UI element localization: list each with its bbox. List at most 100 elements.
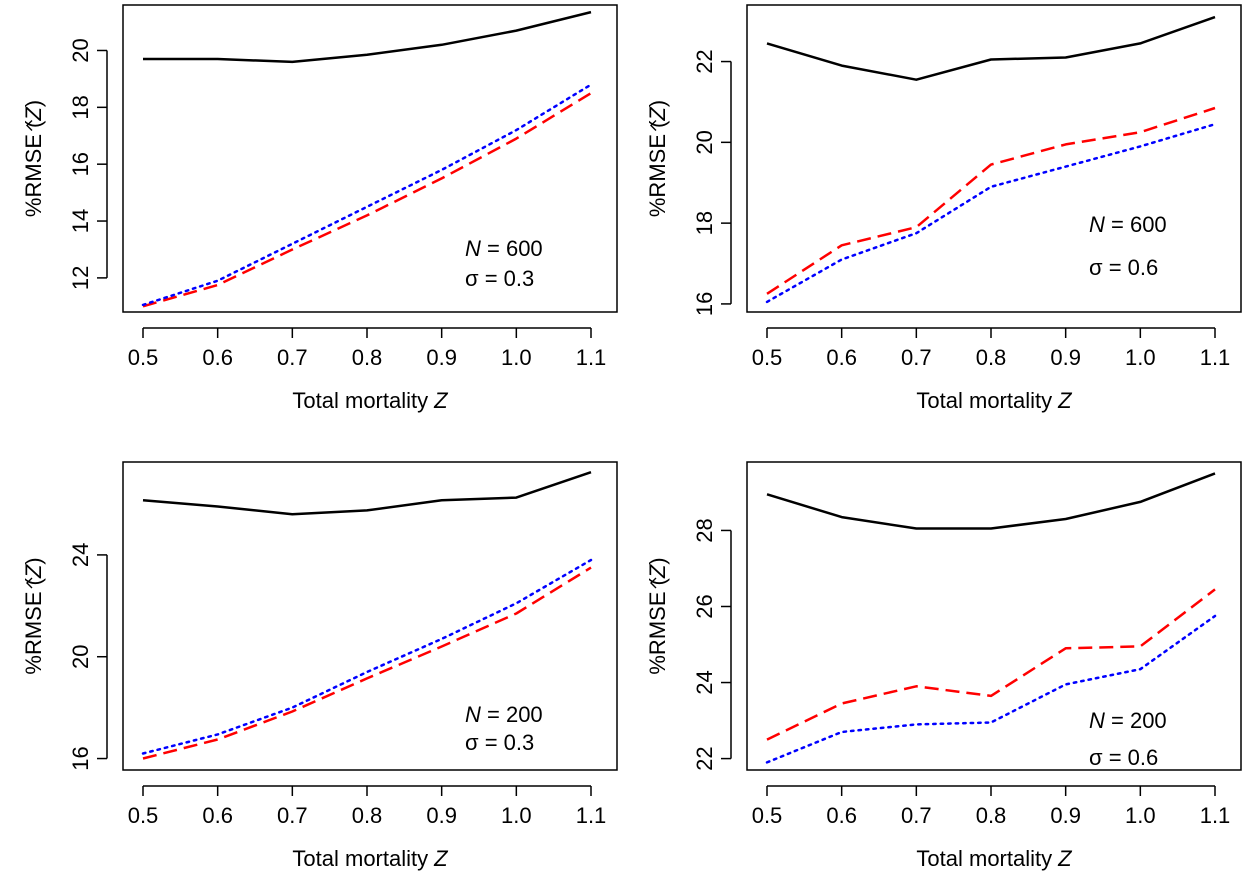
- x-tick-label: 0.6: [826, 345, 857, 370]
- y-axis-title: %RMSE (Z): [645, 100, 670, 217]
- y-tick-label: 18: [692, 211, 717, 235]
- y-axis-title-variable: Z: [645, 563, 670, 579]
- x-tick-label: 1.0: [501, 345, 532, 370]
- x-tick-label: 0.5: [128, 345, 159, 370]
- x-axis-title-text: Total mortality: [292, 846, 428, 871]
- y-tick-label: 20: [68, 644, 93, 668]
- y-axis-title-paren-open: (: [645, 577, 670, 585]
- x-tick-label: 0.7: [901, 803, 932, 828]
- x-tick-label: 1.0: [1125, 803, 1156, 828]
- annotation-n-variable: N: [1089, 708, 1105, 733]
- y-tick-label: 12: [68, 266, 93, 290]
- x-axis-title-text: Total mortality: [292, 388, 428, 413]
- y-tick-label: 14: [68, 209, 93, 233]
- x-tick-label: 1.1: [1200, 345, 1231, 370]
- x-tick-label: 0.9: [426, 345, 457, 370]
- x-tick-label: 0.5: [752, 803, 783, 828]
- y-axis-title-text: %RMSE: [21, 134, 46, 217]
- annotation-sigma: σ = 0.3: [465, 730, 534, 755]
- y-axis-title-paren-open: (: [645, 120, 670, 128]
- x-axis-title-variable: Z: [1057, 846, 1073, 871]
- series-line-solid: [143, 10, 592, 64]
- y-axis-title-variable: Z: [645, 106, 670, 122]
- annotation-n-text: = 600: [481, 236, 543, 261]
- x-tick-label: 0.8: [352, 803, 383, 828]
- series-line-dotted: [765, 122, 1217, 304]
- x-axis-title: Total mortality Z: [916, 388, 1073, 413]
- x-tick-label: 0.6: [826, 803, 857, 828]
- series-line-dashed: [142, 566, 592, 760]
- hat-accent: [650, 120, 657, 131]
- annotation-sigma: σ = 0.6: [1089, 745, 1158, 770]
- y-tick-label: 16: [692, 292, 717, 316]
- y-axis-title-paren-open: (: [21, 120, 46, 128]
- plot-frame: [746, 461, 1242, 771]
- y-axis-title-paren-close: ): [645, 557, 670, 564]
- y-tick-label: 20: [68, 38, 93, 62]
- y-tick-label: 20: [692, 130, 717, 154]
- x-tick-label: 1.1: [1200, 803, 1231, 828]
- series-line-solid: [142, 471, 592, 516]
- annotation-n-text: = 600: [1105, 212, 1167, 237]
- x-axis-title-variable: Z: [433, 846, 449, 871]
- annotation-n-text: = 200: [481, 702, 543, 727]
- x-tick-label: 0.7: [277, 345, 308, 370]
- chart-panel-2: 0.5 0.6 0.7 0.8 0.9 1.0 1.1 16 18 20 22 Total morta…: [645, 4, 1242, 413]
- y-tick-label: 16: [68, 746, 93, 770]
- annotation-sigma: σ = 0.3: [465, 266, 534, 291]
- x-tick-label: 0.5: [128, 803, 159, 828]
- y-tick-label: 28: [692, 518, 717, 542]
- plot-frame: [122, 461, 618, 771]
- chart-panel-3: 0.5 0.6 0.7 0.8 0.9 1.0 1.1 16 20 24 Total mortali…: [21, 461, 618, 871]
- y-axis-title-paren-close: ): [21, 557, 46, 564]
- series-line-dashed: [142, 92, 592, 308]
- y-axis-title-text: %RMSE: [645, 591, 670, 674]
- annotation-n-variable: N: [1089, 212, 1105, 237]
- annotation-n: N = 600: [1089, 212, 1167, 237]
- x-tick-label: 0.6: [202, 803, 233, 828]
- y-tick-label: 26: [692, 594, 717, 618]
- annotation-n-variable: N: [465, 702, 481, 727]
- chart-panel-1: 0.5 0.6 0.7 0.8 0.9 1.0 1.1 12 14 16 18 20 Total mor…: [21, 4, 618, 413]
- x-tick-label: 0.9: [1050, 345, 1081, 370]
- x-tick-label: 0.8: [976, 345, 1007, 370]
- y-axis-title: %RMSE (Z): [645, 557, 670, 674]
- y-axis-title-paren-close: ): [21, 100, 46, 107]
- annotation-n: N = 200: [1089, 708, 1167, 733]
- x-tick-label: 1.1: [576, 803, 607, 828]
- x-tick-label: 1.1: [576, 345, 607, 370]
- x-tick-label: 0.8: [352, 345, 383, 370]
- annotation-n: N = 200: [465, 702, 543, 727]
- y-axis-title-text: %RMSE: [21, 591, 46, 674]
- series-line-solid: [766, 472, 1216, 530]
- series-line-dotted: [765, 614, 1217, 764]
- series-line-dashed: [766, 588, 1216, 741]
- plot-frame: [122, 4, 618, 313]
- hat-accent: [26, 577, 33, 589]
- y-tick-label: 24: [692, 670, 717, 694]
- x-axis-title-variable: Z: [1057, 388, 1073, 413]
- chart-panel-4: 0.5 0.6 0.7 0.8 0.9 1.0 1.1 22 24 26 28 Total morta…: [645, 461, 1242, 871]
- x-tick-label: 0.7: [901, 345, 932, 370]
- y-tick-label: 24: [68, 543, 93, 567]
- x-axis-title: Total mortality Z: [916, 846, 1073, 871]
- annotation-n: N = 600: [465, 236, 543, 261]
- y-tick-label: 22: [692, 746, 717, 770]
- series-line-dashed: [766, 106, 1216, 295]
- x-tick-label: 0.7: [277, 803, 308, 828]
- x-tick-label: 0.9: [1050, 803, 1081, 828]
- plot-frame: [746, 4, 1242, 313]
- x-tick-label: 1.0: [501, 803, 532, 828]
- y-axis-title: %RMSE (Z): [21, 100, 46, 217]
- x-axis-title: Total mortality Z: [292, 388, 449, 413]
- hat-accent: [26, 120, 33, 131]
- x-tick-label: 1.0: [1125, 345, 1156, 370]
- x-axis-title-text: Total mortality: [916, 846, 1052, 871]
- y-axis-title-variable: Z: [21, 563, 46, 579]
- series-line-dotted: [141, 83, 593, 307]
- y-tick-label: 16: [68, 152, 93, 176]
- annotation-n-text: = 200: [1105, 708, 1167, 733]
- y-tick-label: 18: [68, 95, 93, 119]
- x-axis-title: Total mortality Z: [292, 846, 449, 871]
